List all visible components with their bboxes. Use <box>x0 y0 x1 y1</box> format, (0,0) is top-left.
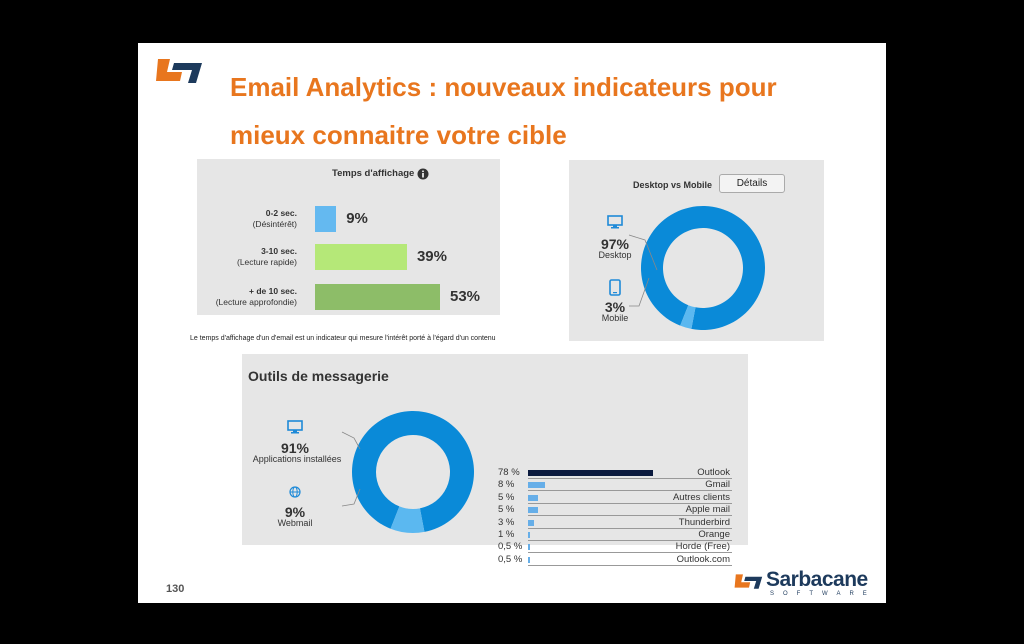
desktop-icon <box>607 215 623 229</box>
temps-category-label: 3-10 sec. (Lecture rapide) <box>187 246 297 268</box>
client-pct-label: 8 % <box>498 479 515 491</box>
client-pct-label: 0,5 % <box>498 553 523 565</box>
client-row-line <box>528 490 732 492</box>
leader-line <box>628 234 658 271</box>
caption: Le temps d'affichage d'un d'email est un… <box>190 335 496 342</box>
globe-icon <box>289 486 301 498</box>
category-line1: 0-2 sec. <box>265 208 297 218</box>
temps-affichage-title: Temps d'affichage <box>332 168 415 179</box>
webmail-label: Webmail <box>277 518 313 528</box>
client-bar <box>528 482 545 489</box>
mobile-pct: 3% <box>604 299 626 315</box>
desktop-mobile-panel: Desktop vs Mobile Détails 97% Desktop 3%… <box>569 160 824 341</box>
sarbacane-logo-icon <box>156 59 202 83</box>
temps-bar <box>315 244 407 270</box>
temps-bar <box>315 284 440 310</box>
client-bar <box>528 556 530 563</box>
client-name-label: Apple mail <box>685 504 730 516</box>
info-icon[interactable] <box>417 168 429 180</box>
outils-messagerie-donut <box>341 411 474 533</box>
brand-sub: SOFTWARE <box>770 591 876 597</box>
outils-messagerie-panel: Outils de messagerie 91% Applications in… <box>242 354 748 566</box>
client-row-line <box>528 502 732 504</box>
client-name-label: Outlook <box>697 467 730 478</box>
client-bar <box>528 519 535 526</box>
temps-affichage-panel: Temps d'affichage 0-2 sec. (Désintérêt) 9%… <box>197 159 500 315</box>
outils-messagerie-title: Outils de messagerie <box>248 368 389 384</box>
page-title: Email Analytics : nouveaux indicateurs p… <box>230 63 870 159</box>
client-row-line <box>528 478 732 479</box>
client-row-line <box>528 564 732 566</box>
leader-line <box>629 277 650 307</box>
applications-icon <box>287 420 303 434</box>
brand-name: Sarbacane <box>766 568 868 591</box>
client-name-label: Thunderbird <box>678 516 730 528</box>
client-row-line <box>528 527 732 529</box>
leader-line <box>341 431 361 450</box>
category-line2: (Désintérêt) <box>252 219 297 229</box>
client-bar <box>528 507 539 514</box>
title-line-2: mieux connaitre votre cible <box>230 120 567 150</box>
temps-value-label: 39% <box>416 248 447 265</box>
temps-category-label: 0-2 sec. (Désintérêt) <box>187 208 297 230</box>
client-name-label: Gmail <box>705 479 730 491</box>
desktop-mobile-title: Desktop vs Mobile <box>633 180 713 190</box>
webmail-pct: 9% <box>284 504 306 520</box>
leader-line <box>341 488 361 507</box>
client-pct-label: 5 % <box>498 491 515 503</box>
client-row-line <box>528 515 732 517</box>
temps-category-label: + de 10 sec. (Lecture approfondie) <box>187 286 297 308</box>
temps-value-label: 53% <box>450 288 481 305</box>
category-line1: 3-10 sec. <box>261 246 297 256</box>
outils-slice <box>352 411 474 532</box>
client-pct-label: 1 % <box>498 529 515 540</box>
category-line2: (Lecture rapide) <box>236 257 297 267</box>
page-number: 130 <box>166 583 185 595</box>
category-line2: (Lecture approfondie) <box>215 297 297 307</box>
client-pct-label: 0,5 % <box>498 541 523 553</box>
client-row-line <box>528 540 732 541</box>
temps-bar <box>315 206 337 232</box>
mobile-icon <box>609 279 621 296</box>
desktop-mobile-slice <box>680 305 696 329</box>
desktop-pct: 97% <box>600 236 630 252</box>
brand-logo-icon <box>734 574 763 589</box>
slide: Email Analytics : nouveaux indicateurs p… <box>138 43 886 603</box>
outils-slice <box>390 506 425 533</box>
client-name-label: Autres clients <box>672 491 730 503</box>
title-line-1: Email Analytics : nouveaux indicateurs p… <box>230 72 777 102</box>
client-name-label: Outlook.com <box>676 553 730 565</box>
desktop-label: Desktop <box>598 250 632 260</box>
client-pct-label: 5 % <box>498 504 515 516</box>
category-line1: + de 10 sec. <box>249 286 297 296</box>
applications-pct: 91% <box>280 440 310 456</box>
client-bar <box>528 470 653 476</box>
desktop-mobile-donut <box>628 206 765 330</box>
client-pct-label: 78 % <box>498 467 520 478</box>
client-name-label: Horde (Free) <box>675 541 730 553</box>
details-button[interactable]: Détails <box>719 174 785 193</box>
client-row-line <box>528 552 732 554</box>
applications-label: Applications installées <box>252 454 342 464</box>
mobile-label: Mobile <box>601 313 629 323</box>
desktop-mobile-slice <box>641 206 765 330</box>
client-name-label: Orange <box>698 529 730 540</box>
client-bar <box>528 532 531 538</box>
temps-value-label: 9% <box>346 210 368 227</box>
client-pct-label: 3 % <box>498 516 515 528</box>
client-bar <box>528 494 539 501</box>
client-bar <box>528 544 530 551</box>
